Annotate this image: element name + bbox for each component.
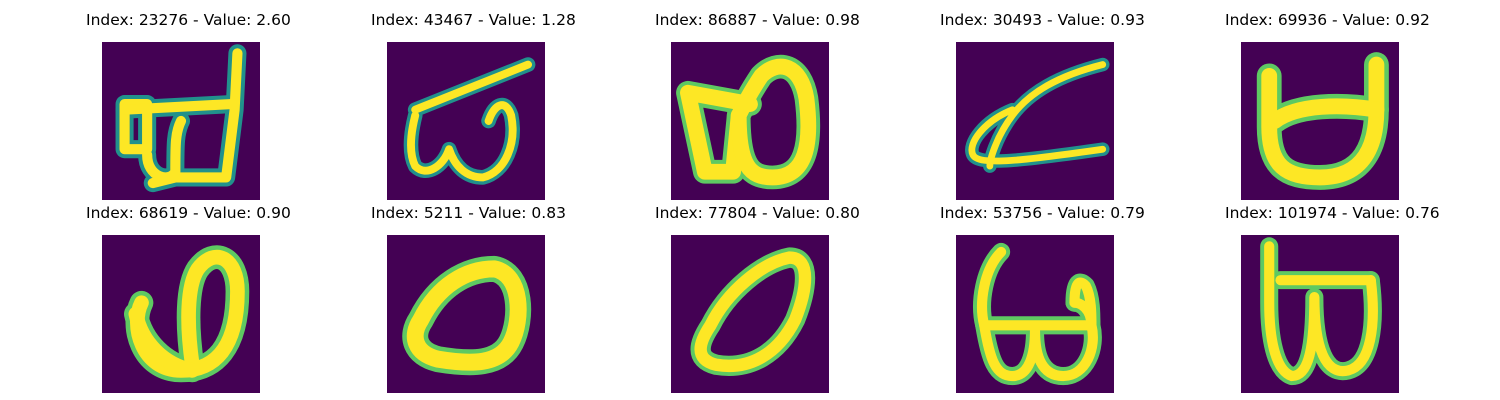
glyph-looped-d-shape bbox=[115, 44, 247, 193]
image-panel-6: Index: 68619 - Value: 0.90 bbox=[86, 201, 291, 400]
digit-image bbox=[387, 235, 545, 393]
glyph-w-with-long-bar bbox=[403, 57, 536, 185]
panel-title: Index: 77804 - Value: 0.80 bbox=[655, 204, 860, 222]
digit-image bbox=[387, 42, 545, 200]
image-panel-2: Index: 43467 - Value: 1.28 bbox=[371, 8, 576, 208]
image-panel-7: Index: 5211 - Value: 0.83 bbox=[371, 201, 566, 400]
digit-image bbox=[956, 235, 1114, 393]
digit-image bbox=[956, 42, 1114, 200]
glyph-thick-double-loop bbox=[676, 54, 821, 190]
image-panel-9: Index: 53756 - Value: 0.79 bbox=[940, 201, 1145, 400]
panel-title: Index: 5211 - Value: 0.83 bbox=[371, 204, 566, 222]
digit-image bbox=[102, 235, 260, 393]
panel-title: Index: 101974 - Value: 0.76 bbox=[1225, 204, 1440, 222]
glyph-open-loop-w bbox=[124, 245, 250, 383]
image-panel-10: Index: 101974 - Value: 0.76 bbox=[1225, 201, 1440, 400]
glyph-slanted-alpha bbox=[965, 57, 1110, 173]
image-panel-4: Index: 30493 - Value: 0.93 bbox=[940, 8, 1145, 208]
digit-image bbox=[1241, 235, 1399, 393]
glyph-slanted-oval bbox=[690, 247, 816, 376]
panel-title: Index: 23276 - Value: 2.60 bbox=[86, 11, 291, 29]
image-panel-5: Index: 69936 - Value: 0.92 bbox=[1225, 8, 1430, 208]
image-panel-3: Index: 86887 - Value: 0.98 bbox=[655, 8, 860, 208]
panel-title: Index: 69936 - Value: 0.92 bbox=[1225, 11, 1430, 29]
digit-image bbox=[102, 42, 260, 200]
image-panel-1: Index: 23276 - Value: 2.60 bbox=[86, 8, 291, 208]
glyph-bowl-with-bar bbox=[1256, 52, 1389, 190]
glyph-double-loop-with-stem bbox=[973, 242, 1102, 386]
panel-title: Index: 53756 - Value: 0.79 bbox=[940, 204, 1145, 222]
digit-image bbox=[1241, 42, 1399, 200]
digit-image bbox=[671, 42, 829, 200]
panel-title: Index: 30493 - Value: 0.93 bbox=[940, 11, 1145, 29]
panel-title: Index: 86887 - Value: 0.98 bbox=[655, 11, 860, 29]
image-panel-8: Index: 77804 - Value: 0.80 bbox=[655, 201, 860, 400]
glyph-thick-oval bbox=[402, 255, 532, 376]
panel-title: Index: 68619 - Value: 0.90 bbox=[86, 204, 291, 222]
digit-image bbox=[671, 235, 829, 393]
glyph-stem-with-double-loop bbox=[1260, 237, 1382, 386]
panel-title: Index: 43467 - Value: 1.28 bbox=[371, 11, 576, 29]
